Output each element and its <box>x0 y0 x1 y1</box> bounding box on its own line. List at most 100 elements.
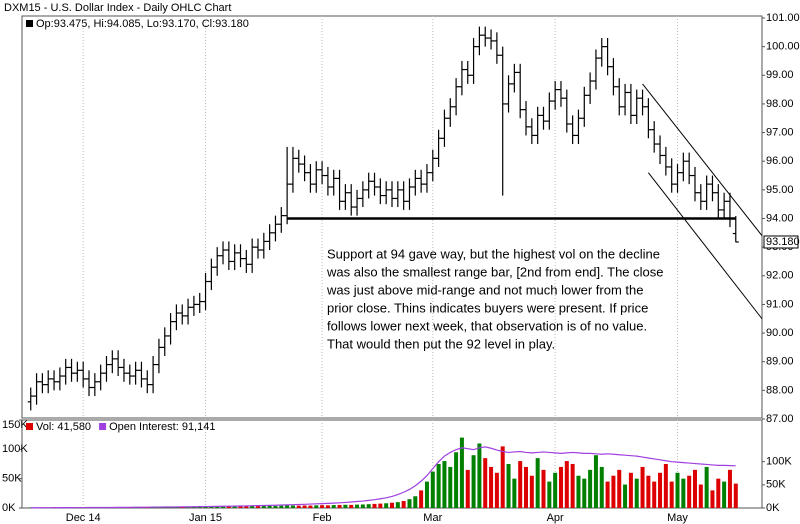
volume-bar <box>675 472 680 508</box>
volume-bar <box>628 472 633 508</box>
volume-bar <box>710 490 715 508</box>
x-tick-label: Jan 15 <box>189 512 222 524</box>
volume-bar <box>273 505 278 508</box>
volume-bar <box>652 481 657 508</box>
volume-bar <box>395 502 400 508</box>
y-tick-label: 150K <box>2 419 28 431</box>
x-tick-label: Feb <box>313 512 332 524</box>
volume-bar <box>448 466 453 508</box>
channel-line <box>647 172 763 320</box>
volume-bar <box>320 505 325 508</box>
volume-bar <box>209 506 214 508</box>
y-tick-label: 100K <box>2 443 28 455</box>
chart-title: DXM15 - U.S. Dollar Index - Daily OHLC C… <box>4 2 231 14</box>
volume-bar <box>232 506 237 508</box>
volume-bar <box>401 500 406 508</box>
volume-bar <box>337 504 342 508</box>
volume-bar <box>430 471 435 508</box>
volume-bar <box>267 505 272 508</box>
volume-bar <box>191 506 196 508</box>
volume-bar <box>553 472 558 508</box>
volume-bar <box>238 506 243 508</box>
volume-bar <box>407 499 412 508</box>
x-tick-label: Mar <box>423 512 442 524</box>
price-panel-frame <box>21 15 763 419</box>
y-tick-label: 50K <box>2 473 22 485</box>
volume-bar <box>541 469 546 508</box>
volume-bar <box>221 506 226 508</box>
volume-bar <box>681 478 686 508</box>
volume-bar <box>197 506 202 508</box>
legend-label: Open Interest: 91,141 <box>109 421 215 433</box>
volume-bar <box>518 461 523 508</box>
y-tick-label: 100.00 <box>766 41 800 53</box>
volume-bar <box>308 505 313 508</box>
volume-bar <box>483 458 488 508</box>
volume-bar <box>716 478 721 508</box>
legend-label: Vol: 41,580 <box>36 421 91 433</box>
y-tick-label: 98.00 <box>766 98 794 110</box>
volume-bar <box>692 469 697 508</box>
volume-bar <box>494 472 499 508</box>
volume-bar <box>413 496 418 508</box>
price-marker-box <box>763 235 799 249</box>
volume-bar <box>343 504 348 508</box>
volume-bar <box>255 506 260 508</box>
volume-bar <box>226 506 231 508</box>
volume-bar <box>366 504 371 508</box>
x-tick-label: Dec 14 <box>66 512 101 524</box>
volume-bar <box>524 466 529 508</box>
volume-bar <box>459 437 464 508</box>
channel-line <box>642 83 763 236</box>
y2-tick-label: 0K <box>766 502 780 514</box>
volume-bar <box>314 505 319 508</box>
annotation-line: was also the smallest range bar, [2nd fr… <box>326 264 664 279</box>
volume-bar <box>698 484 703 508</box>
y-tick-label: 96.00 <box>766 155 794 167</box>
legend-swatch <box>99 423 107 430</box>
volume-bar <box>733 483 738 508</box>
volume-bar <box>593 455 598 508</box>
volume-bar <box>424 481 429 508</box>
y-tick-label: 87.00 <box>766 413 794 425</box>
volume-bar <box>663 464 668 508</box>
y-tick-label: 0K <box>2 502 16 514</box>
volume-bar <box>704 466 709 508</box>
volume-bar <box>588 469 593 508</box>
volume-bar <box>349 504 354 508</box>
annotation-line: That would then put the 92 level in play… <box>327 336 555 351</box>
volume-bar <box>500 446 505 508</box>
y-tick-label: 101.00 <box>766 12 800 24</box>
volume-bar <box>372 503 377 508</box>
volume-bar <box>302 505 307 508</box>
volume-bar <box>547 481 552 508</box>
y-tick-label: 94.00 <box>766 212 794 224</box>
y-tick-label: 95.00 <box>766 184 794 196</box>
annotation-line: Support at 94 gave way, but the highest … <box>327 246 660 261</box>
y-tick-label: 90.00 <box>766 327 794 339</box>
volume-bar <box>558 466 563 508</box>
y-tick-label: 88.00 <box>766 384 794 396</box>
volume-bar <box>285 505 290 508</box>
volume-bar <box>215 506 220 508</box>
volume-bar <box>727 469 732 508</box>
volume-bar <box>250 506 255 508</box>
y2-tick-label: 100K <box>766 456 792 468</box>
volume-bar <box>506 464 511 508</box>
volume-bar <box>623 484 628 508</box>
volume-bar <box>384 503 389 508</box>
volume-bar <box>576 475 581 508</box>
y-tick-label: 97.00 <box>766 126 794 138</box>
volume-bar <box>634 478 639 508</box>
annotation-line: was just above mid-range and not much lo… <box>326 282 644 297</box>
volume-bar <box>471 455 476 508</box>
volume-bar <box>390 502 394 508</box>
volume-bar <box>599 466 604 508</box>
volume-bar <box>436 464 441 508</box>
volume-bar <box>419 490 424 508</box>
volume-bar <box>658 472 663 508</box>
volume-bar <box>570 464 575 508</box>
volume-bar <box>325 505 330 508</box>
